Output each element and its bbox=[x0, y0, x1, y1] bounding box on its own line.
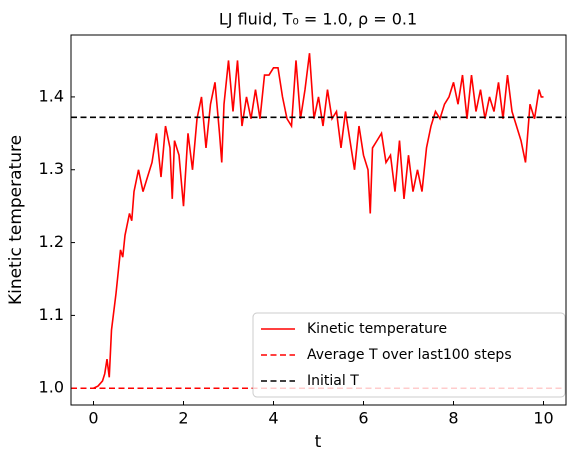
legend-label: Average T over last100 steps bbox=[307, 347, 512, 363]
x-tick-label: 4 bbox=[268, 409, 278, 428]
x-tick-label: 6 bbox=[358, 409, 368, 428]
legend-box bbox=[252, 312, 566, 398]
chart-title: LJ fluid, T₀ = 1.0, ρ = 0.1 bbox=[219, 10, 417, 29]
x-tick-label: 2 bbox=[178, 409, 188, 428]
y-axis-label: Kinetic temperature bbox=[6, 135, 26, 305]
y-tick-label: 1.0 bbox=[39, 378, 64, 397]
x-tick-label: 8 bbox=[448, 409, 458, 428]
y-tick-label: 1.4 bbox=[39, 86, 64, 105]
legend-label: Kinetic temperature bbox=[307, 321, 447, 337]
plot-frame bbox=[70, 34, 567, 406]
x-tick-label: 10 bbox=[533, 409, 553, 428]
y-tick-label: 1.3 bbox=[39, 159, 64, 178]
x-tick-label: 0 bbox=[88, 409, 98, 428]
legend-label: Initial T bbox=[307, 373, 359, 389]
line bbox=[93, 53, 544, 389]
x-axis-label: t bbox=[315, 432, 322, 452]
y-tick-label: 1.2 bbox=[39, 232, 64, 251]
y-tick-label: 1.1 bbox=[39, 305, 64, 324]
